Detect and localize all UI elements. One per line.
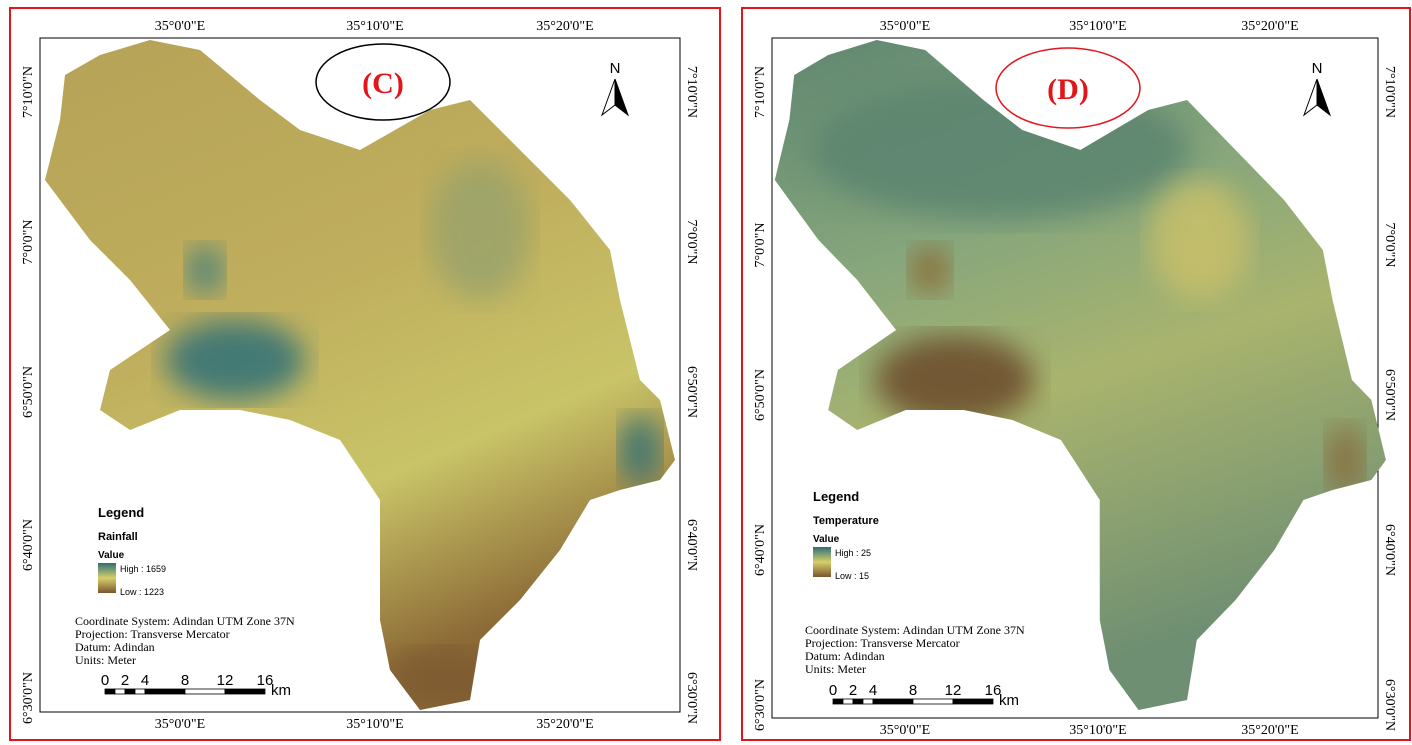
- scale-segment: [853, 699, 863, 704]
- bottom-tick-label: 35°0'0"E: [155, 717, 205, 732]
- info-line: Units: Meter: [75, 653, 136, 667]
- left-tick-label: 7°10'0"N: [753, 66, 768, 118]
- north-label: N: [610, 60, 621, 77]
- info-line: Projection: Transverse Mercator: [805, 636, 960, 650]
- left-tick-label: 6°30'0"N: [21, 672, 36, 724]
- info-line: Coordinate System: Adindan UTM Zone 37N: [75, 614, 295, 628]
- scale-segment: [125, 689, 135, 694]
- scale-segment: [843, 699, 853, 704]
- top-tick-label: 35°20'0"E: [536, 19, 593, 34]
- left-tick-label: 6°40'0"N: [753, 524, 768, 576]
- info-line: Units: Meter: [805, 662, 866, 676]
- map-panel: 35°0'0"E 35°10'0"E 35°20'0"E 35°0'0"E 35°10'…: [742, 8, 1410, 740]
- right-tick-label: 6°50'0"N: [684, 366, 699, 418]
- scale-label: 2: [121, 672, 129, 689]
- legend-layer: Temperature: [813, 515, 879, 527]
- scale-label: 4: [141, 672, 149, 689]
- scale-label: 8: [181, 672, 189, 689]
- left-tick-label: 6°40'0"N: [21, 519, 36, 571]
- scale-label: 4: [869, 682, 877, 699]
- bottom-tick-label: 35°0'0"E: [880, 723, 930, 738]
- right-tick-label: 7°10'0"N: [1382, 66, 1397, 118]
- bottom-tick-label: 35°20'0"E: [536, 717, 593, 732]
- scale-segment: [105, 689, 115, 694]
- top-tick-label: 35°10'0"E: [1069, 19, 1126, 34]
- bottom-tick-label: 35°10'0"E: [346, 717, 403, 732]
- top-tick-label: 35°0'0"E: [880, 19, 930, 34]
- scale-label: 2: [849, 682, 857, 699]
- right-tick-label: 6°40'0"N: [1382, 524, 1397, 576]
- scale-label: 12: [945, 682, 962, 699]
- scale-segment: [953, 699, 993, 704]
- info-line: Projection: Transverse Mercator: [75, 627, 230, 641]
- legend-low: Low : 15: [835, 571, 869, 581]
- scale-segment: [833, 699, 843, 704]
- left-tick-label: 7°0'0"N: [753, 223, 768, 268]
- scale-segment: [913, 699, 953, 704]
- raster-blob: [910, 245, 950, 295]
- panel-label: (C): [362, 67, 404, 100]
- scale-label: 12: [217, 672, 234, 689]
- legend-high: High : 1659: [120, 564, 166, 574]
- legend-high: High : 25: [835, 548, 871, 558]
- scale-unit: km: [271, 682, 291, 699]
- left-tick-label: 7°0'0"N: [21, 220, 36, 265]
- raster-blob: [430, 160, 530, 300]
- left-tick-label: 7°10'0"N: [21, 66, 36, 118]
- raster-blob: [620, 415, 660, 485]
- right-tick-label: 7°10'0"N: [684, 66, 699, 118]
- north-label: N: [1312, 60, 1323, 77]
- info-line: Datum: Adindan: [75, 640, 155, 654]
- right-tick-label: 6°50'0"N: [1382, 369, 1397, 421]
- scale-segment: [863, 699, 873, 704]
- left-tick-label: 6°30'0"N: [753, 679, 768, 731]
- raster-blob: [1150, 180, 1250, 300]
- scale-segment: [225, 689, 265, 694]
- legend-title: Legend: [813, 489, 859, 504]
- scale-segment: [185, 689, 225, 694]
- bottom-tick-label: 35°10'0"E: [1069, 723, 1126, 738]
- info-line: Coordinate System: Adindan UTM Zone 37N: [805, 623, 1025, 637]
- scale-segment: [135, 689, 145, 694]
- legend-title: Legend: [98, 505, 144, 520]
- scale-label: 0: [829, 682, 837, 699]
- scale-label: 0: [101, 672, 109, 689]
- right-tick-label: 7°0'0"N: [684, 220, 699, 265]
- right-tick-label: 6°30'0"N: [684, 672, 699, 724]
- maps: 35°0'0"E 35°10'0"E 35°20'0"E 35°0'0"E 35°10'…: [0, 0, 1412, 745]
- top-tick-label: 35°20'0"E: [1241, 19, 1298, 34]
- top-tick-label: 35°0'0"E: [155, 19, 205, 34]
- left-tick-label: 6°50'0"N: [753, 369, 768, 421]
- legend-layer: Rainfall: [98, 531, 138, 543]
- legend-field: Value: [813, 534, 840, 545]
- raster-blob: [187, 245, 223, 295]
- right-tick-label: 6°40'0"N: [684, 519, 699, 571]
- scale-label: 8: [909, 682, 917, 699]
- right-tick-label: 6°30'0"N: [1382, 679, 1397, 731]
- map-panel: 35°0'0"E 35°10'0"E 35°20'0"E 35°0'0"E 35°10'…: [10, 8, 720, 740]
- scale-segment: [115, 689, 125, 694]
- info-line: Datum: Adindan: [805, 649, 885, 663]
- scale-unit: km: [999, 692, 1019, 709]
- left-tick-label: 6°50'0"N: [21, 366, 36, 418]
- bottom-tick-label: 35°20'0"E: [1241, 723, 1298, 738]
- legend-ramp: [813, 547, 831, 577]
- legend-low: Low : 1223: [120, 587, 164, 597]
- raster-blob: [165, 320, 305, 400]
- page: {"panels": [ {"label": "(C)", "north": "…: [0, 0, 1412, 745]
- legend-ramp: [98, 563, 116, 593]
- legend-field: Value: [98, 550, 125, 561]
- right-tick-label: 7°0'0"N: [1382, 223, 1397, 268]
- scale-segment: [873, 699, 913, 704]
- panel-label: (D): [1047, 73, 1089, 106]
- top-tick-label: 35°10'0"E: [346, 19, 403, 34]
- scale-segment: [145, 689, 185, 694]
